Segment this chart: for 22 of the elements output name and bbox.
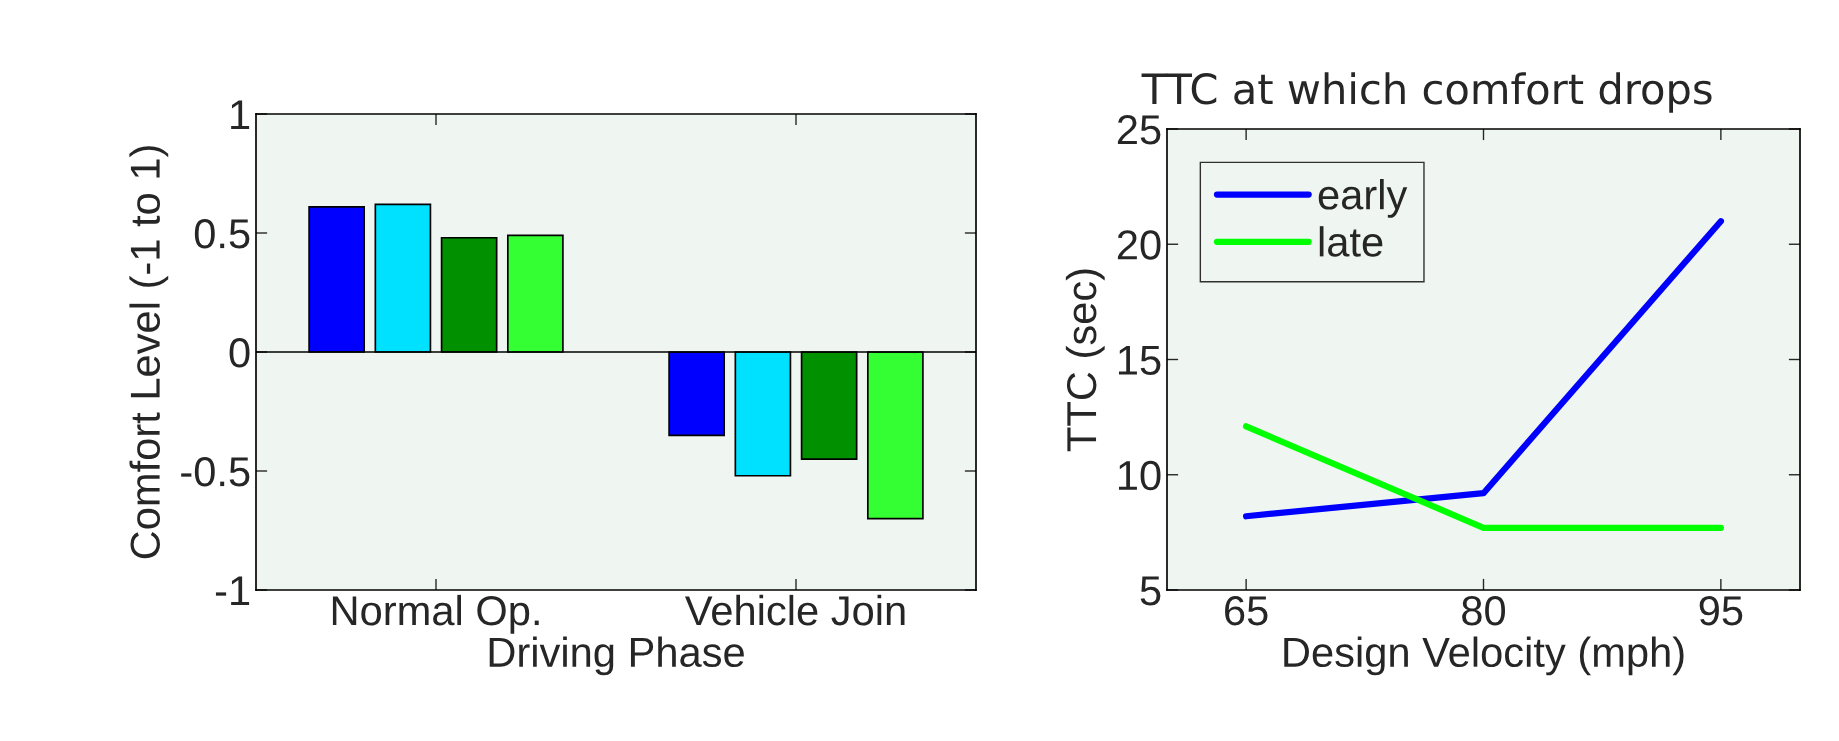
- y-tick-label: 1: [231, 100, 250, 130]
- x-tick-label: 65: [1225, 595, 1268, 626]
- y-tick-label: -1: [215, 576, 250, 606]
- legend-label: late: [1319, 226, 1383, 257]
- x-axis-title: Driving Phase: [489, 636, 744, 676]
- y-tick-label: 20: [1117, 230, 1161, 260]
- y-axis-title: TTC (sec): [1065, 269, 1105, 452]
- y-tick-label: 10: [1118, 460, 1161, 491]
- y-tick-label: 25: [1117, 115, 1161, 145]
- x-tick-label: 80: [1462, 595, 1506, 626]
- y-tick-label: 0: [229, 338, 250, 368]
- x-tick-label: Vehicle Join: [685, 594, 905, 626]
- y-tick-label: 15: [1118, 345, 1161, 376]
- y-tick-label: 5: [1140, 576, 1161, 606]
- chart-title: TTC at which comfort drops: [1141, 72, 1712, 113]
- y-axis-title: Comfort Level (-1 to 1): [129, 146, 169, 559]
- y-tick-label: -0.5: [181, 457, 250, 487]
- y-tick-label: 0.5: [194, 219, 250, 249]
- x-tick-label: 95: [1699, 595, 1743, 626]
- legend-label: early: [1318, 179, 1408, 218]
- x-tick-label: Normal Op.: [332, 594, 539, 634]
- x-axis-title: Design Velocity (mph): [1284, 636, 1684, 676]
